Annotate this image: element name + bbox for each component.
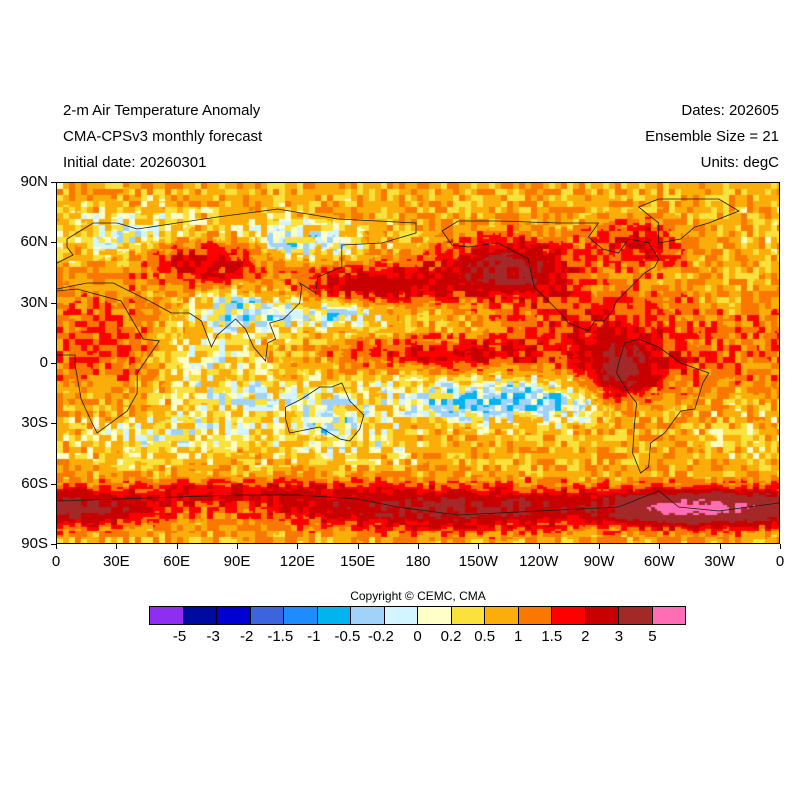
colorbar-swatch bbox=[451, 607, 485, 624]
colorbar-swatch bbox=[384, 607, 418, 624]
lon-tick bbox=[719, 544, 721, 549]
colorbar-swatch bbox=[351, 607, 385, 624]
lat-label: 30S bbox=[21, 414, 48, 432]
colorbar-swatch bbox=[317, 607, 351, 624]
lat-tick bbox=[51, 483, 56, 485]
lat-tick bbox=[51, 302, 56, 304]
coastline bbox=[637, 198, 740, 244]
colorbar-label: 2 bbox=[581, 628, 590, 645]
colorbar-label: 5 bbox=[648, 628, 657, 645]
lon-label: 0 bbox=[775, 553, 785, 570]
colorbar-label: 1 bbox=[514, 628, 523, 645]
colorbar-swatch bbox=[518, 607, 552, 624]
lon-tick bbox=[297, 544, 299, 549]
lat-tick bbox=[51, 423, 56, 425]
lon-label: 180 bbox=[405, 553, 431, 570]
lat-label: 90N bbox=[20, 173, 48, 190]
coastlines bbox=[57, 198, 779, 516]
lon-label: 30E bbox=[102, 553, 130, 570]
lat-label: 60N bbox=[20, 233, 48, 251]
colorbar bbox=[149, 606, 686, 625]
lat-label: 90S bbox=[21, 535, 48, 552]
colorbar-swatch bbox=[619, 607, 653, 624]
colorbar-label: 0.2 bbox=[440, 628, 462, 645]
lat-tick bbox=[51, 363, 56, 364]
lat-tick bbox=[51, 544, 56, 545]
colorbar-label: -1.5 bbox=[267, 628, 294, 645]
plot-title-block: 2-m Air Temperature Anomaly CMA-CPSv3 mo… bbox=[63, 101, 262, 179]
colorbar-swatch bbox=[284, 607, 318, 624]
colorbar-swatch bbox=[652, 607, 685, 624]
colorbar-label: -3 bbox=[206, 628, 220, 645]
lon-tick bbox=[56, 544, 57, 549]
colorbar-swatch bbox=[183, 607, 217, 624]
colorbar-swatch bbox=[418, 607, 452, 624]
lon-tick bbox=[357, 544, 359, 549]
lat-tick bbox=[51, 242, 56, 244]
colorbar-label: -2 bbox=[240, 628, 254, 645]
lon-label: 150E bbox=[340, 553, 376, 570]
colorbar-label: -5 bbox=[172, 628, 187, 645]
model-name: CMA-CPSv3 monthly forecast bbox=[63, 128, 263, 145]
colorbar-swatch bbox=[217, 607, 251, 624]
initial-date: Initial date: 20260301 bbox=[63, 154, 207, 171]
lat-label: 30N bbox=[20, 293, 48, 311]
lon-tick bbox=[599, 544, 600, 549]
colorbar-label: -0.5 bbox=[334, 628, 361, 645]
lon-tick bbox=[418, 544, 419, 549]
colorbar-label: 0 bbox=[413, 628, 422, 645]
coastline bbox=[57, 288, 161, 434]
lon-tick bbox=[237, 544, 238, 549]
plot-info-block: Dates: 202605 Ensemble Size = 21 Units: … bbox=[645, 101, 779, 179]
colorbar-swatch bbox=[552, 607, 586, 624]
lon-tick bbox=[176, 544, 178, 549]
colorbar-swatch bbox=[150, 607, 184, 624]
colorbar-swatch bbox=[250, 607, 284, 624]
lon-label: 30W bbox=[704, 553, 736, 570]
units-label: Units: degC bbox=[700, 154, 779, 171]
lon-label: 0 bbox=[51, 553, 61, 570]
lon-label: 90E bbox=[223, 553, 251, 570]
lon-label: 150W bbox=[458, 553, 498, 570]
lon-tick bbox=[116, 544, 118, 549]
coastline bbox=[285, 382, 365, 442]
lon-label: 90W bbox=[583, 553, 615, 570]
colorbar-label: 1.5 bbox=[541, 628, 563, 645]
colorbar-label: 3 bbox=[614, 628, 624, 645]
coastline bbox=[57, 490, 779, 516]
lon-label: 120W bbox=[519, 553, 559, 570]
lat-label: 60S bbox=[21, 474, 48, 492]
lat-label: 0 bbox=[39, 354, 48, 371]
coastline bbox=[616, 338, 710, 474]
lon-tick bbox=[478, 544, 480, 549]
lat-tick bbox=[51, 182, 56, 183]
lon-tick bbox=[659, 544, 661, 549]
lon-tick bbox=[538, 544, 540, 549]
lon-label: 60W bbox=[643, 553, 675, 570]
colorbar-label: -1 bbox=[307, 628, 321, 645]
lon-tick bbox=[780, 544, 781, 549]
ensemble-size: Ensemble Size = 21 bbox=[645, 128, 779, 145]
forecast-dates: Dates: 202605 bbox=[681, 102, 779, 119]
colorbar-label: 0.5 bbox=[474, 628, 496, 645]
coastline bbox=[57, 208, 417, 362]
lon-label: 120E bbox=[279, 553, 315, 570]
colorbar-swatch bbox=[485, 607, 519, 624]
temperature-anomaly-map bbox=[56, 182, 780, 544]
colorbar-swatch bbox=[585, 607, 619, 624]
colorbar-label: -0.2 bbox=[368, 628, 394, 645]
lon-label: 60E bbox=[163, 553, 191, 570]
plot-title: 2-m Air Temperature Anomaly bbox=[63, 102, 261, 119]
coastline bbox=[441, 220, 660, 332]
copyright-notice: Copyright © CEMC, CMA bbox=[350, 589, 486, 603]
